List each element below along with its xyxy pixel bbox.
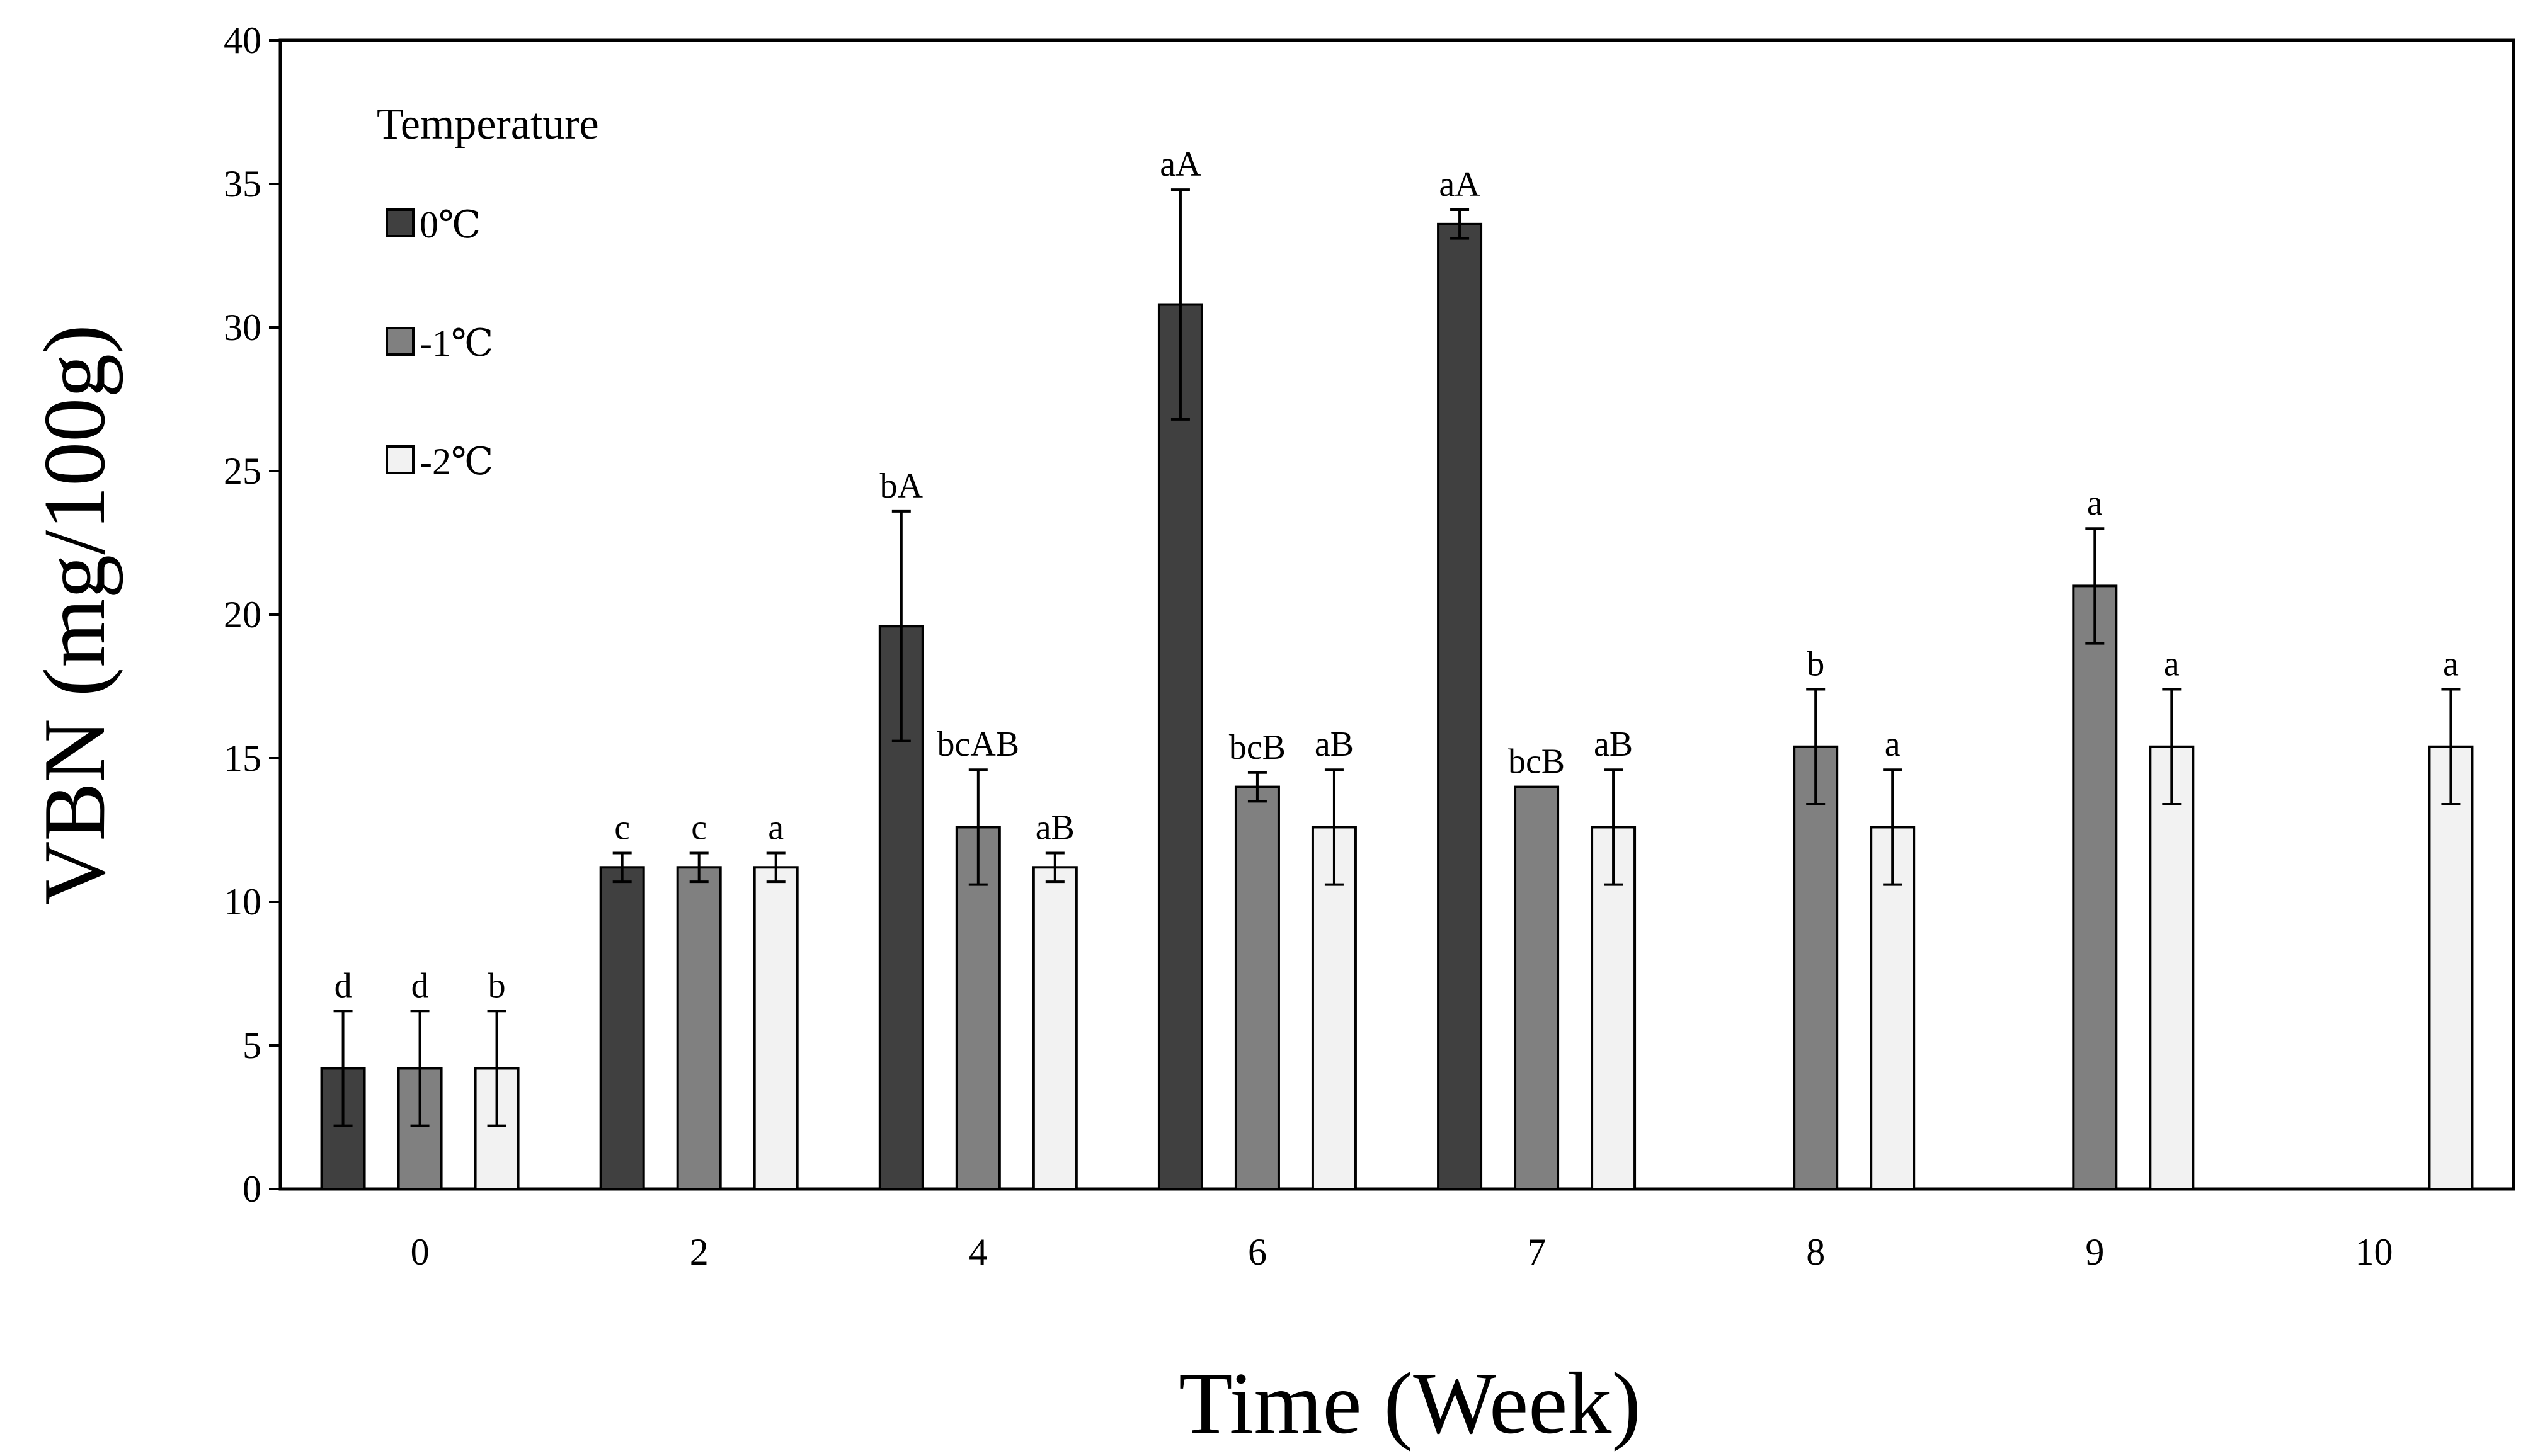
bar — [599, 866, 645, 1191]
y-tick-label: 40 — [224, 20, 261, 61]
significance-label: bcAB — [937, 725, 1019, 764]
bar — [1157, 303, 1203, 1190]
significance-label: c — [691, 808, 707, 847]
significance-label: aB — [1594, 725, 1633, 764]
y-tick-label: 25 — [224, 450, 261, 492]
bar — [1514, 785, 1560, 1190]
bar-series: d c bA aA aA d c bcAB bcB bcB b a b a aB aB aB a a a — [320, 145, 2474, 1191]
bar — [676, 866, 722, 1191]
series-2: b a aB aB aB a a a — [474, 645, 2474, 1191]
y-tick-label: 0 — [243, 1168, 261, 1210]
x-tick-label: 10 — [2355, 1231, 2393, 1273]
y-axis-title: VBN (mg/100g) — [26, 324, 123, 905]
series-0: d c bA aA aA — [320, 145, 1483, 1191]
significance-label: bcB — [1508, 742, 1565, 782]
legend: Temperature 0℃ -1℃ -2℃ — [377, 100, 599, 482]
bar — [2149, 745, 2195, 1190]
y-tick-label: 10 — [224, 881, 261, 923]
significance-label: aB — [1036, 808, 1075, 847]
series-1: d c bcAB bcB bcB b a — [397, 484, 2118, 1191]
y-tick-label: 35 — [224, 163, 261, 205]
bar — [1437, 222, 1483, 1191]
significance-label: aB — [1315, 725, 1354, 764]
legend-title: Temperature — [377, 100, 599, 149]
bar — [1032, 866, 1078, 1191]
significance-label: b — [1807, 645, 1824, 684]
significance-label: a — [2164, 645, 2180, 684]
significance-label: d — [335, 966, 352, 1005]
bar — [1793, 745, 1839, 1190]
significance-label: d — [411, 966, 429, 1005]
x-tick-label: 6 — [1248, 1231, 1267, 1273]
bar — [2072, 584, 2118, 1190]
significance-label: c — [614, 808, 630, 847]
legend-label: -2℃ — [420, 441, 493, 482]
bar — [955, 826, 1001, 1190]
significance-label: a — [768, 808, 784, 847]
x-tick-label: 7 — [1527, 1231, 1546, 1273]
legend-swatch — [386, 445, 415, 474]
significance-label: bA — [880, 467, 924, 506]
significance-label: bcB — [1229, 728, 1286, 767]
bar — [753, 866, 799, 1191]
y-tick-label: 5 — [243, 1025, 261, 1066]
x-tick-label: 4 — [969, 1231, 988, 1273]
legend-swatch — [386, 208, 415, 237]
x-tick-label: 9 — [2085, 1231, 2104, 1273]
bar — [474, 1067, 520, 1190]
y-tick-label: 15 — [224, 737, 261, 779]
bar — [1234, 785, 1280, 1190]
significance-label: a — [2443, 645, 2459, 684]
y-tick-label: 20 — [224, 594, 261, 635]
legend-swatch — [386, 327, 415, 356]
bar — [1591, 826, 1637, 1190]
significance-label: aA — [1160, 145, 1201, 184]
significance-label: b — [488, 966, 506, 1005]
x-tick-label: 2 — [690, 1231, 709, 1273]
y-axis: 0 5 10 15 20 25 30 35 40 — [224, 20, 280, 1210]
significance-label: aA — [1439, 165, 1480, 204]
x-tick-label: 8 — [1806, 1231, 1825, 1273]
y-tick-label: 30 — [224, 307, 261, 348]
x-axis: 0 2 4 6 7 8 9 10 — [411, 1231, 2393, 1273]
x-tick-label: 0 — [411, 1231, 430, 1273]
significance-label: a — [1885, 725, 1901, 764]
plot-frame — [278, 38, 2515, 1191]
bar — [2428, 745, 2474, 1190]
significance-label: a — [2087, 484, 2103, 523]
x-axis-title: Time (Week) — [1179, 1355, 1641, 1452]
legend-label: -1℃ — [420, 322, 493, 364]
legend-label: 0℃ — [420, 204, 481, 246]
